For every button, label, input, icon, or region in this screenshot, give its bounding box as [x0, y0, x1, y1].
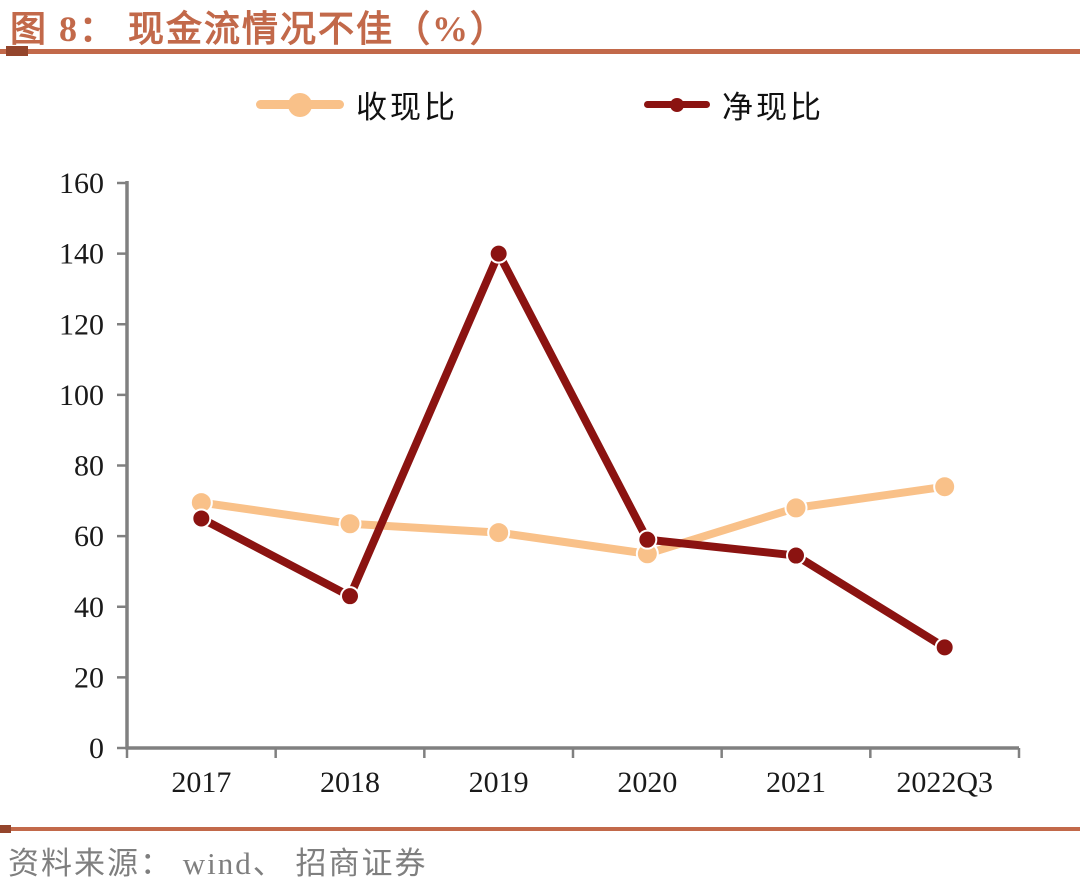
svg-text:2018: 2018	[320, 766, 380, 799]
figure-title: 图 8： 现金流情况不佳（%）	[10, 9, 509, 49]
svg-text:2021: 2021	[766, 766, 826, 799]
data-point	[784, 496, 808, 520]
y-tick-labels: 0 20 40 60 80 100 120 140 160	[59, 167, 104, 765]
legend-dot-icon	[670, 97, 684, 112]
chart-legend: 收现比 净现比	[0, 82, 1080, 127]
y-ticks	[117, 181, 127, 750]
data-point	[786, 545, 806, 566]
legend-dot-icon	[288, 92, 312, 117]
data-point	[934, 637, 955, 658]
svg-text:2020: 2020	[617, 766, 677, 799]
footer-rule-cap	[0, 825, 11, 833]
svg-text:20: 20	[74, 661, 104, 694]
svg-text:0: 0	[89, 732, 104, 765]
legend-line-marker-swatch	[256, 92, 344, 117]
title-rule	[0, 49, 1080, 54]
svg-text:60: 60	[74, 520, 104, 553]
svg-text:80: 80	[74, 450, 104, 483]
x-tick-labels: 2017 2018 2019 2020 2021 2022Q3	[171, 766, 993, 799]
data-point	[340, 586, 360, 607]
data-point	[933, 475, 957, 499]
legend-line-marker-swatch	[644, 97, 710, 112]
x-ticks	[125, 748, 1021, 758]
legend-label: 收现比	[356, 90, 458, 125]
series-0	[189, 475, 957, 566]
svg-text:100: 100	[59, 379, 104, 412]
legend-item-series-0: 收现比	[256, 82, 458, 127]
series-1	[191, 243, 955, 658]
axes	[125, 181, 1019, 750]
svg-text:40: 40	[74, 591, 104, 624]
svg-text:140: 140	[59, 238, 104, 271]
source-text: 资料来源： wind、 招商证券	[8, 846, 428, 881]
legend-label: 净现比	[722, 90, 824, 125]
data-point	[487, 521, 511, 545]
svg-text:120: 120	[59, 308, 104, 341]
data-point	[637, 529, 658, 550]
svg-text:2022Q3: 2022Q3	[896, 766, 993, 799]
svg-text:160: 160	[59, 167, 104, 200]
legend-item-series-1: 净现比	[644, 82, 824, 127]
svg-text:2017: 2017	[171, 766, 231, 799]
footer-rule	[0, 827, 1080, 831]
data-point	[191, 508, 212, 529]
svg-text:2019: 2019	[469, 766, 529, 799]
title-rule-cap	[6, 46, 28, 56]
data-point	[338, 512, 362, 536]
data-point	[488, 243, 509, 264]
